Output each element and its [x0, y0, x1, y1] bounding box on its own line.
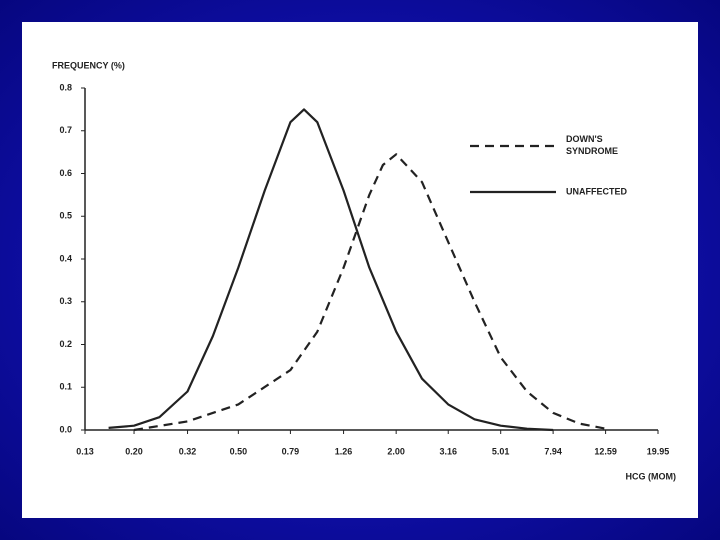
legend-label-line: DOWN'S — [566, 134, 603, 144]
x-tick-label: 0.32 — [179, 446, 197, 456]
line — [108, 108, 554, 432]
x-tick-label: 12.59 — [594, 446, 617, 456]
line — [133, 153, 606, 432]
y-axis-title: FREQUENCY (%) — [52, 60, 125, 70]
x-tick-label: 0.13 — [76, 446, 94, 456]
y-tick-label: 0.2 — [59, 339, 72, 349]
x-axis-title: HCG (MOM) — [626, 471, 677, 481]
y-tick-label: 0.5 — [59, 211, 72, 221]
x-tick-label: 0.50 — [230, 446, 248, 456]
x-tick-label: 3.16 — [439, 446, 457, 456]
y-tick-label: 0.0 — [59, 424, 72, 434]
x-tick-label: 0.20 — [125, 446, 143, 456]
legend-label-line: SYNDROME — [566, 146, 618, 156]
y-tick-label: 0.8 — [59, 82, 72, 92]
x-tick-label: 0.79 — [282, 446, 300, 456]
y-tick-label: 0.4 — [59, 253, 72, 263]
x-tick-label: 19.95 — [647, 446, 670, 456]
x-tick-label: 1.26 — [335, 446, 353, 456]
legend-label: DOWN'S SYNDROME — [566, 134, 618, 156]
x-tick-label: 7.94 — [544, 446, 562, 456]
x-tick-label: 2.00 — [387, 446, 405, 456]
y-tick-label: 0.6 — [59, 168, 72, 178]
y-tick-label: 0.7 — [59, 125, 72, 135]
legend-label: UNAFFECTED — [566, 186, 627, 196]
y-tick-label: 0.1 — [59, 382, 72, 392]
panel — [22, 22, 698, 518]
y-tick-label: 0.3 — [59, 296, 72, 306]
x-tick-label: 5.01 — [492, 446, 510, 456]
